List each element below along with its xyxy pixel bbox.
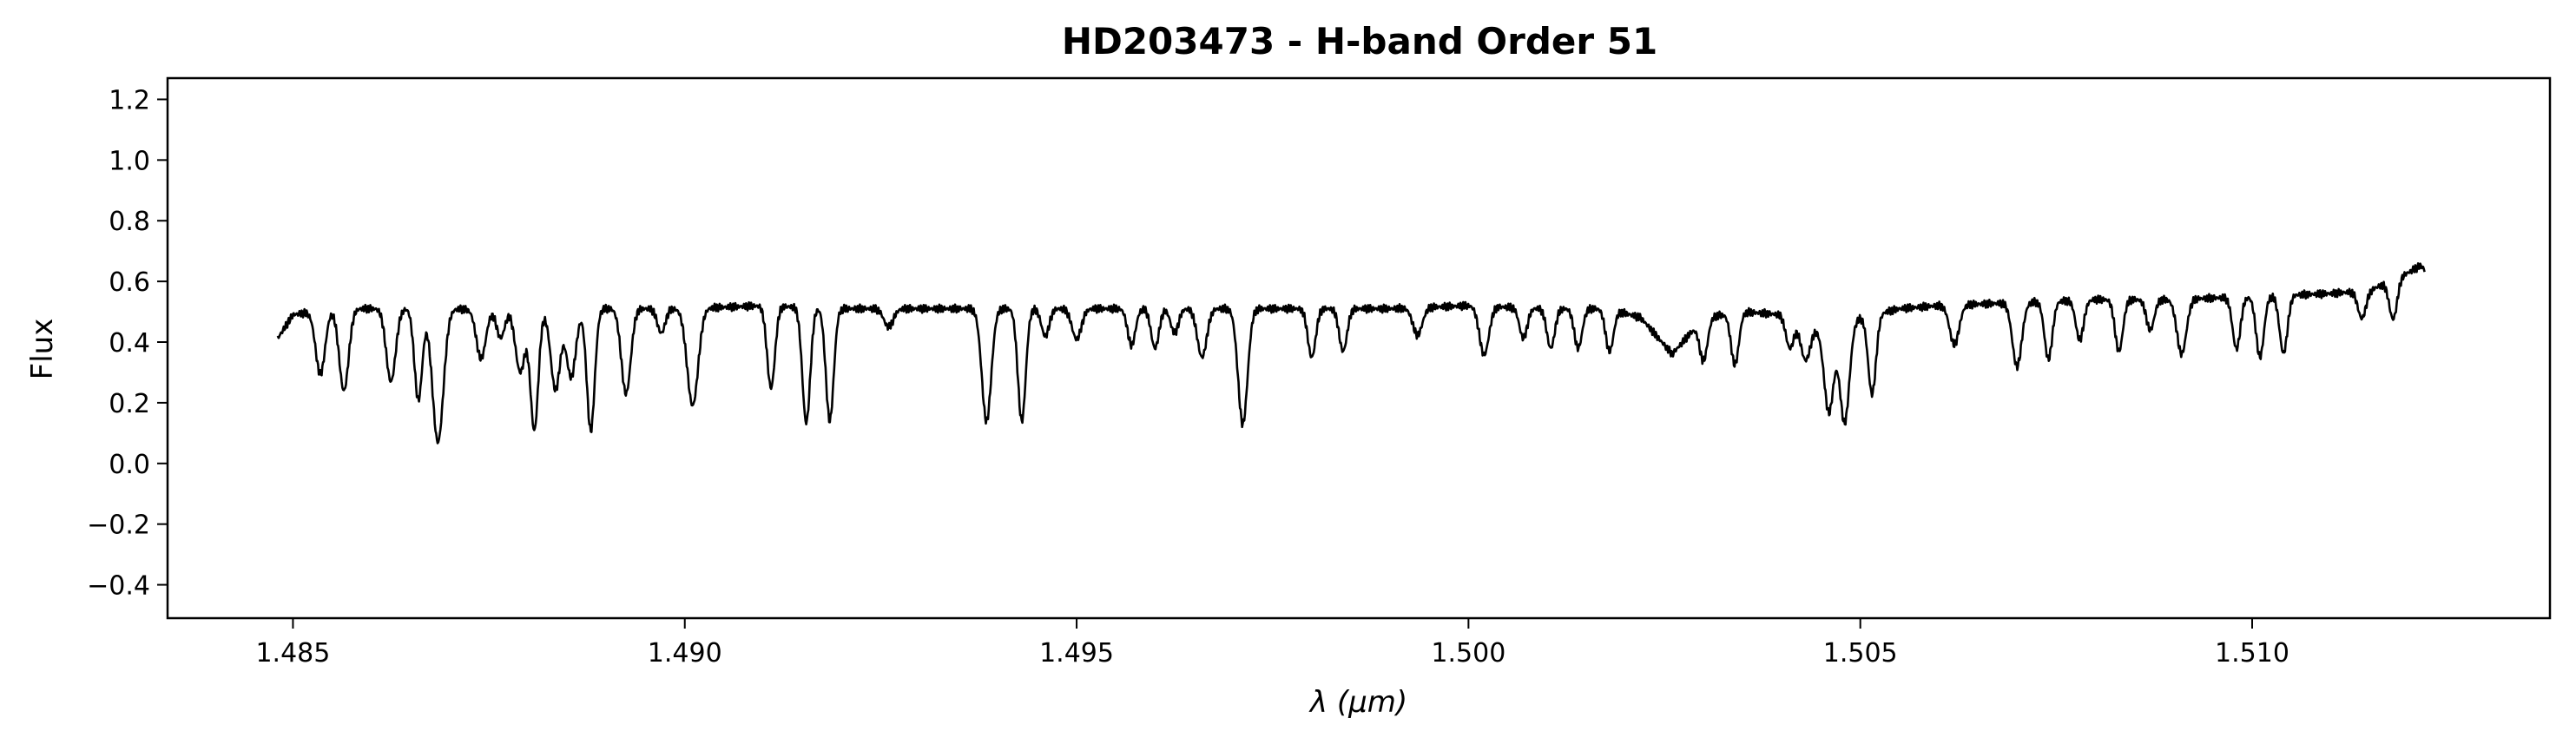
x-tick-label: 1.500 <box>1431 638 1505 669</box>
plot-frame <box>166 76 2552 620</box>
y-tick-label: −0.4 <box>87 571 150 602</box>
y-axis-label: Flux <box>25 319 60 380</box>
spectrum-line <box>276 262 2426 445</box>
x-tick-label: 1.495 <box>1039 638 1114 669</box>
x-tick-label: 1.490 <box>648 638 722 669</box>
x-axis: 1.485 1.490 1.495 1.500 1.505 1.510 <box>255 618 2289 669</box>
y-tick-label: 1.0 <box>109 146 150 176</box>
y-tick-label: 0.2 <box>109 389 150 419</box>
x-axis-label: λ (μm) <box>1308 685 1407 720</box>
y-tick-label: 0.4 <box>109 328 150 359</box>
chart-title: HD203473 - H-band Order 51 <box>1062 20 1657 63</box>
x-tick-label: 1.510 <box>2215 638 2289 669</box>
y-tick-label: 0.0 <box>109 450 150 480</box>
y-tick-label: 0.6 <box>109 267 150 298</box>
x-tick-label: 1.505 <box>1823 638 1898 669</box>
x-tick-label: 1.485 <box>255 638 330 669</box>
y-tick-label: 0.8 <box>109 207 150 237</box>
plot-area <box>276 262 2426 445</box>
y-axis: −0.4 −0.2 0.0 0.2 0.4 0.6 0.8 1.0 1.2 <box>87 85 168 602</box>
y-tick-label: 1.2 <box>109 85 150 115</box>
y-tick-label: −0.2 <box>87 511 150 541</box>
